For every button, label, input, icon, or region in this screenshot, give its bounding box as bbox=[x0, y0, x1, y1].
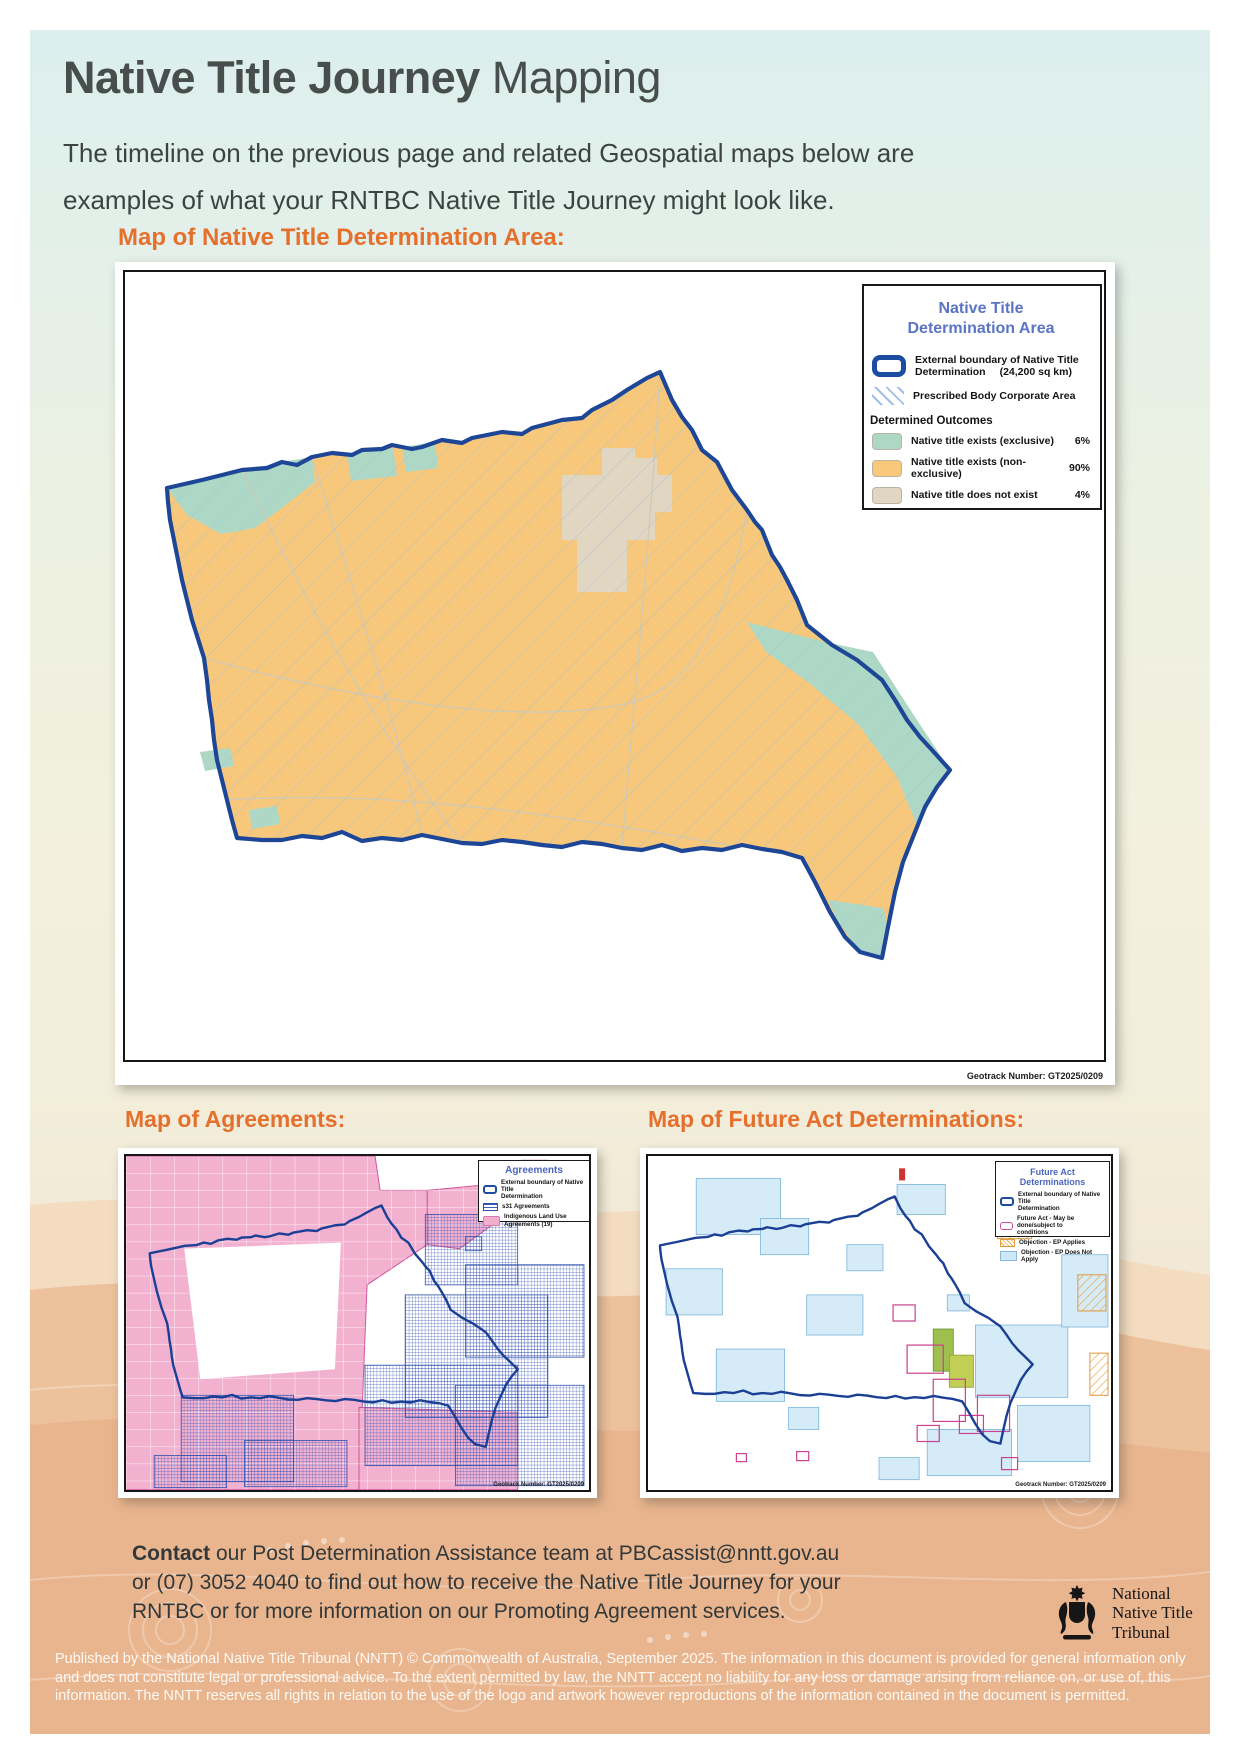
legend-item-ep-applies: Objection - EP Applies bbox=[1000, 1238, 1105, 1247]
legend-title: Agreements bbox=[505, 1165, 563, 1176]
nntt-logo-text: National Native Title Tribunal bbox=[1112, 1584, 1193, 1642]
pbc-hatch-overlay bbox=[167, 372, 950, 958]
contact-line-1-text: our Post Determination Assistance team a… bbox=[210, 1542, 840, 1565]
s31-agreement-areas bbox=[153, 1161, 585, 1489]
geotrack-number: Geotrack Number: GT2025/0209 bbox=[493, 1482, 584, 1488]
geotrack-number: Geotrack Number: GT2025/0209 bbox=[966, 1071, 1103, 1081]
legend-item-notexist: Native title does not exist 4% bbox=[872, 486, 1090, 504]
agreements-map-graphic bbox=[126, 1156, 585, 1490]
nntt-logo: National Native Title Tribunal bbox=[1050, 1584, 1193, 1642]
ep-not-apply-swatch-icon bbox=[1000, 1251, 1017, 1262]
page-title: Native Title Journey Mapping bbox=[63, 52, 661, 104]
heading-future-act-map: Map of Future Act Determinations: bbox=[648, 1106, 1025, 1132]
footer-text: Published by the National Native Title T… bbox=[55, 1651, 1186, 1705]
page-title-bold: Native Title Journey bbox=[63, 52, 480, 103]
boundary-outline-icon bbox=[872, 355, 906, 378]
future-act-legend: Future Act Determinations External bound… bbox=[995, 1161, 1110, 1263]
agreements-legend: Agreements External boundary of Native T… bbox=[478, 1160, 589, 1228]
document-page: Native Title Journey Mapping The timelin… bbox=[30, 30, 1210, 1734]
future-act-outline-icon bbox=[1000, 1221, 1013, 1230]
contact-line-3: RNTBC or for more information on our Pro… bbox=[132, 1600, 786, 1623]
future-act-areas bbox=[735, 1304, 1019, 1471]
contact-block: Contact our Post Determination Assistanc… bbox=[132, 1539, 841, 1626]
legend-section-title: Determined Outcomes bbox=[870, 414, 993, 427]
heading-agreements-map: Map of Agreements: bbox=[125, 1106, 346, 1132]
boundary-outline-icon bbox=[1000, 1197, 1014, 1207]
hatch-icon bbox=[872, 386, 904, 405]
legend-item-s31: s31 Agreements bbox=[483, 1202, 585, 1211]
determination-map: Native Title Determination Area External… bbox=[123, 270, 1106, 1062]
intro-line-1: The timeline on the previous page and re… bbox=[63, 138, 915, 168]
future-act-map-card: Future Act Determinations External bound… bbox=[640, 1148, 1119, 1498]
exclusive-swatch-icon bbox=[872, 432, 902, 450]
legend-item-ilua: Indigenous Land Use Agreements (19) bbox=[483, 1213, 585, 1228]
unclaimed-area bbox=[184, 1242, 341, 1380]
legend-item-future-act: Future Act - May be done/subject to cond… bbox=[1000, 1215, 1105, 1236]
legend-item-boundary: External boundary of Native Title Determ… bbox=[872, 354, 1090, 379]
agreements-map-card: Agreements External boundary of Native T… bbox=[118, 1148, 597, 1498]
objection-ep-not-apply-areas bbox=[665, 1177, 1109, 1481]
legend-item-exclusive: Native title exists (exclusive) 6% bbox=[872, 432, 1090, 450]
agreements-map: Agreements External boundary of Native T… bbox=[124, 1154, 591, 1492]
contact-line-2: or (07) 3052 4040 to find out how to rec… bbox=[132, 1571, 841, 1594]
legend-item-boundary: External boundary of Native Title Determ… bbox=[483, 1179, 585, 1200]
boundary-outline-icon bbox=[483, 1185, 497, 1195]
s31-grid-icon bbox=[483, 1202, 498, 1211]
geotrack-number: Geotrack Number: GT2025/0209 bbox=[1015, 1482, 1106, 1488]
nonexclusive-swatch-icon bbox=[872, 459, 902, 477]
intro-text: The timeline on the previous page and re… bbox=[63, 130, 914, 224]
legend-item-ep-not-apply: Objection - EP Does Not Apply bbox=[1000, 1249, 1105, 1263]
determination-legend: Native Title Determination Area External… bbox=[862, 284, 1102, 510]
contact-line-1: Contact our Post Determination Assistanc… bbox=[132, 1542, 840, 1565]
ilua-swatch-icon bbox=[483, 1215, 500, 1226]
notexist-swatch-icon bbox=[872, 486, 902, 504]
page-title-regular: Mapping bbox=[479, 52, 662, 103]
ep-applies-hatch-icon bbox=[1000, 1238, 1015, 1247]
heading-determination-map: Map of Native Title Determination Area: bbox=[118, 224, 565, 251]
legend-title: Future Act Determinations bbox=[1019, 1167, 1086, 1187]
determination-map-card: Native Title Determination Area External… bbox=[115, 262, 1115, 1085]
coat-of-arms-icon bbox=[1058, 1585, 1096, 1640]
future-act-map: Future Act Determinations External bound… bbox=[646, 1154, 1113, 1492]
legend-title: Native Title Determination Area bbox=[907, 300, 1055, 337]
legend-item-nonexclusive: Native title exists (non-exclusive) 90% bbox=[872, 456, 1090, 481]
legend-item-boundary: External boundary of Native Title Determ… bbox=[1000, 1191, 1105, 1212]
determination-map-graphic bbox=[125, 272, 1104, 1060]
legend-item-pbc: Prescribed Body Corporate Area bbox=[872, 386, 1090, 405]
intro-line-2: examples of what your RNTBC Native Title… bbox=[63, 185, 835, 215]
